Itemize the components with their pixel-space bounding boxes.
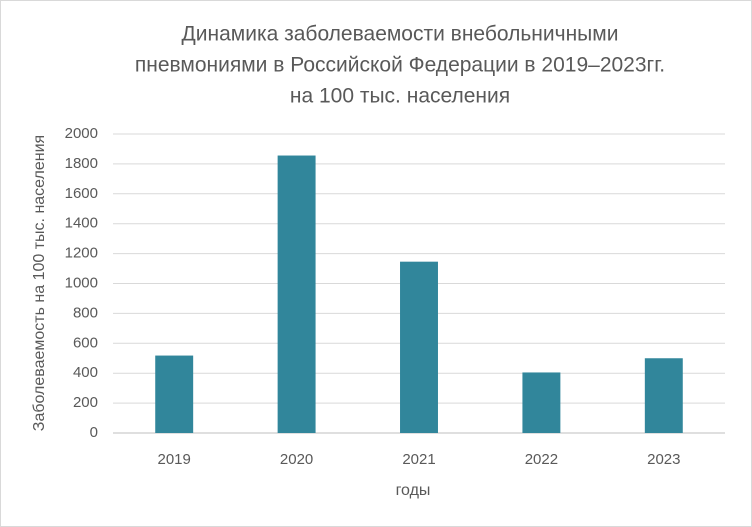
y-tick-label: 400 <box>73 364 98 381</box>
bar <box>277 155 316 433</box>
x-tick-label: 2020 <box>280 451 313 468</box>
y-axis-title: Заболеваемость на 100 тыс. населения <box>31 135 48 431</box>
bar <box>400 261 438 433</box>
bar <box>155 355 194 433</box>
y-tick-label: 0 <box>90 424 98 441</box>
y-tick-label: 800 <box>73 304 98 321</box>
chart-title: Динамика заболеваемости внебольничными <box>182 23 619 46</box>
y-tick-label: 1200 <box>65 245 98 262</box>
chart-title: на 100 тыс. населения <box>290 85 510 108</box>
y-tick-label: 1400 <box>65 215 98 232</box>
y-tick-label: 200 <box>73 394 98 411</box>
bar <box>644 358 683 433</box>
y-tick-label: 600 <box>73 334 98 351</box>
x-axis-title: годы <box>396 482 431 499</box>
y-tick-label: 1600 <box>65 185 98 202</box>
y-tick-label: 1800 <box>65 155 98 172</box>
chart-title: пневмониями в Российской Федерации в 201… <box>135 54 665 77</box>
y-tick-label: 2000 <box>65 125 98 142</box>
x-tick-label: 2019 <box>158 451 191 468</box>
y-tick-label: 1000 <box>65 274 98 291</box>
x-tick-label: 2021 <box>402 451 435 468</box>
x-tick-label: 2022 <box>525 451 558 468</box>
x-tick-label: 2023 <box>647 451 680 468</box>
bar <box>522 372 561 433</box>
